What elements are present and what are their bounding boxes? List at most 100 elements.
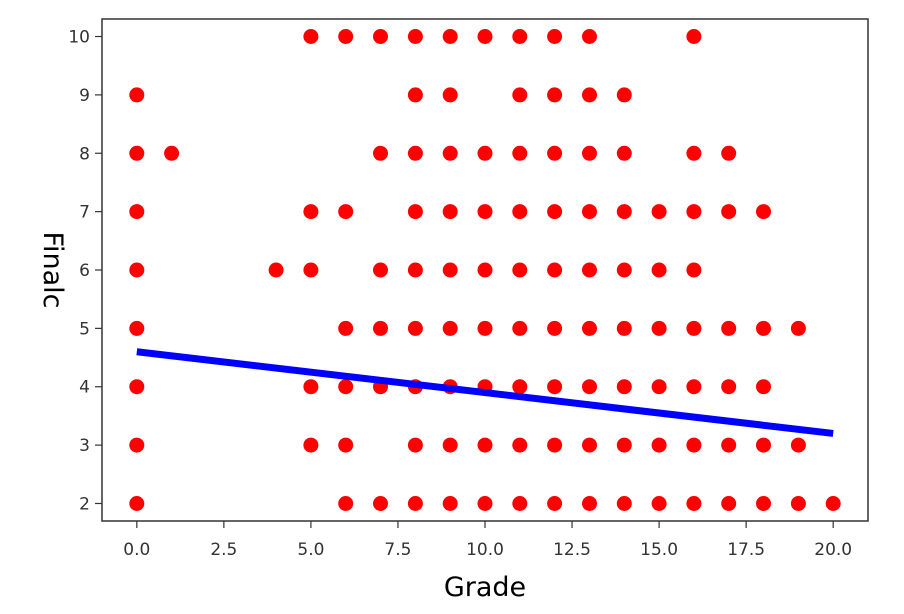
scatter-point (616, 320, 632, 336)
scatter-point (407, 87, 423, 103)
scatter-point (129, 204, 145, 220)
scatter-point (303, 29, 319, 44)
scatter-point (442, 437, 458, 453)
scatter-point (129, 262, 145, 278)
scatter-point (790, 496, 806, 511)
scatter-point (407, 496, 423, 511)
scatter-point (686, 204, 702, 220)
scatter-point (721, 379, 737, 395)
scatter-point (547, 204, 563, 220)
scatter-point (373, 29, 388, 44)
scatter-point (547, 29, 563, 44)
scatter-points (129, 29, 841, 511)
scatter-point (477, 204, 493, 220)
scatter-point (582, 29, 597, 44)
scatter-point (129, 379, 145, 395)
scatter-point (582, 145, 597, 161)
scatter-point (407, 262, 423, 278)
scatter-point (547, 437, 563, 453)
scatter-point (512, 87, 528, 103)
scatter-point (477, 437, 493, 453)
scatter-point (582, 379, 597, 395)
scatter-point (686, 320, 702, 336)
scatter-point (129, 145, 145, 161)
x-tick-label: 0.0 (123, 540, 150, 560)
scatter-point (512, 496, 528, 511)
scatter-point (407, 320, 423, 336)
scatter-point (651, 262, 667, 278)
x-tick-label: 10.0 (466, 540, 504, 560)
scatter-point (373, 262, 388, 278)
scatter-point (477, 29, 493, 44)
scatter-point (721, 204, 737, 220)
scatter-point (407, 204, 423, 220)
scatter-point (303, 379, 319, 395)
scatter-point (790, 320, 806, 336)
scatter-point (512, 320, 528, 336)
scatter-point (129, 87, 145, 103)
scatter-point (303, 204, 319, 220)
scatter-point (373, 496, 388, 511)
scatter-point (512, 204, 528, 220)
scatter-point (616, 87, 632, 103)
scatter-point (164, 145, 180, 161)
scatter-point (547, 87, 563, 103)
scatter-point (442, 496, 458, 511)
scatter-point (407, 437, 423, 453)
scatter-point (407, 29, 423, 44)
x-tick-label: 17.5 (727, 540, 765, 560)
scatter-point (129, 320, 145, 336)
scatter-point (338, 496, 354, 511)
scatter-point (512, 262, 528, 278)
scatter-point (547, 145, 563, 161)
scatter-point (338, 29, 354, 44)
y-tick-label: 6 (79, 261, 90, 281)
scatter-point (477, 145, 493, 161)
y-axis-label: Finalc (37, 231, 68, 308)
scatter-point (582, 320, 597, 336)
x-tick-label: 20.0 (814, 540, 852, 560)
scatter-point (651, 320, 667, 336)
y-axis-ticks: 2 3 4 5 6 7 8 9 10 (68, 28, 102, 514)
scatter-point (651, 379, 667, 395)
scatter-point (477, 320, 493, 336)
scatter-point (442, 87, 458, 103)
y-tick-label: 8 (79, 144, 90, 164)
scatter-point (338, 437, 354, 453)
scatter-point (442, 262, 458, 278)
scatter-point (338, 320, 354, 336)
scatter-point (756, 379, 771, 395)
y-tick-label: 5 (79, 319, 90, 339)
y-tick-label: 10 (68, 28, 90, 48)
scatter-point (616, 145, 632, 161)
scatter-point (616, 379, 632, 395)
x-tick-label: 2.5 (210, 540, 237, 560)
scatter-point (686, 496, 702, 511)
scatter-point (616, 204, 632, 220)
scatter-point (582, 262, 597, 278)
x-tick-label: 7.5 (384, 540, 411, 560)
scatter-point (686, 262, 702, 278)
scatter-point (651, 496, 667, 511)
scatter-point (686, 29, 702, 44)
scatter-point (651, 204, 667, 220)
scatter-point (721, 496, 737, 511)
scatter-point (582, 204, 597, 220)
scatter-point (616, 437, 632, 453)
scatter-point (512, 379, 528, 395)
scatter-point (756, 204, 771, 220)
scatter-point (547, 379, 563, 395)
scatter-point (442, 29, 458, 44)
scatter-point (303, 437, 319, 453)
scatter-point (373, 145, 388, 161)
scatter-point (547, 262, 563, 278)
y-tick-label: 7 (79, 203, 90, 223)
x-tick-label: 5.0 (297, 540, 324, 560)
scatter-point (303, 262, 319, 278)
scatter-point (442, 320, 458, 336)
scatter-point (512, 437, 528, 453)
scatter-point (721, 320, 737, 336)
scatter-point (512, 29, 528, 44)
